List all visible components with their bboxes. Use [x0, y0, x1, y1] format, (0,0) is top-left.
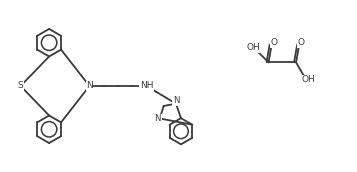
- Text: NH: NH: [140, 82, 153, 90]
- Text: S: S: [18, 82, 24, 90]
- Text: N: N: [86, 82, 93, 90]
- Text: OH: OH: [246, 43, 260, 52]
- Text: O: O: [270, 39, 277, 47]
- Text: O: O: [298, 39, 305, 47]
- Text: OH: OH: [301, 75, 315, 84]
- Text: N: N: [173, 96, 179, 105]
- Text: N: N: [155, 114, 161, 123]
